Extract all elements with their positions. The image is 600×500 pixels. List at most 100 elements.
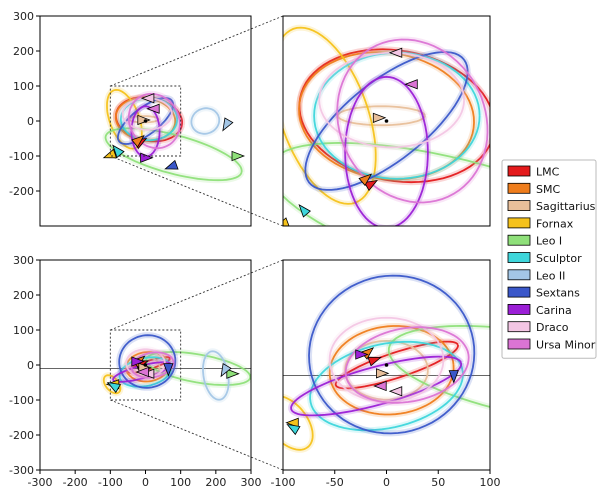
legend-swatch-smc (507, 182, 531, 194)
marker-leo-ii (222, 117, 234, 132)
y-tick-label: 0 (27, 359, 34, 372)
marker-leo-i (226, 368, 240, 379)
marker-leo-ii (220, 363, 232, 378)
zoom-box (109, 85, 182, 157)
y-tick-label: 200 (13, 289, 34, 302)
marker-sculptor (298, 204, 312, 218)
axes-frame (282, 15, 491, 227)
zoom-connectors (110, 15, 284, 471)
legend-swatch-fornax (507, 217, 531, 229)
legend-swatch-sagittarius (507, 200, 531, 212)
legend-swatch-draco (507, 321, 531, 333)
legend-swatch-ursa-minor (507, 338, 531, 350)
y-tick-label: 100 (13, 80, 34, 93)
orbit-draco (125, 348, 166, 379)
y-tick-label: -200 (9, 429, 34, 442)
panel-top-right (282, 15, 600, 227)
orbit-sextans (304, 51, 469, 191)
marker-sextans (163, 363, 174, 377)
marker-sculptor (286, 423, 301, 436)
orbit-sextans (308, 274, 476, 435)
legend-label-sculptor: Sculptor (536, 252, 582, 265)
marker-sextans (164, 159, 179, 170)
legend-label-ursa-minor: Ursa Minor (536, 339, 596, 352)
legend-swatch-leo-ii (507, 269, 531, 281)
panel-bottom-right: -100 -50 0 50 100 (271, 259, 501, 489)
center-dot (384, 363, 389, 367)
legend-swatch-sextans (507, 286, 531, 298)
orbit-leo-ii (202, 350, 230, 401)
panel-bottom-left: 300 200 100 0 -100 -200 -300-300 -200 -100 0 100 20… (9, 254, 261, 489)
y-tick-label: 100 (13, 324, 34, 337)
orbit-lmc (334, 340, 459, 390)
orbit-ursa-minor (336, 38, 489, 204)
x-tick-label: -300 (28, 476, 53, 489)
zoom-connector (110, 399, 284, 471)
marker-smc (131, 135, 145, 148)
plot-area-top-right (283, 24, 600, 226)
zoom-connector (110, 15, 284, 87)
x-tick-label: 200 (205, 476, 226, 489)
legend-label-smc: SMC (536, 183, 560, 196)
marker-smc (358, 173, 373, 187)
plot-area-bottom-right (283, 272, 490, 453)
marker-carina (140, 152, 154, 163)
zoom-connector (110, 155, 284, 227)
marker-fornax (283, 217, 290, 226)
x-tick-label: 0 (383, 476, 390, 489)
marker-sagittarius (137, 114, 151, 126)
orbit-leo-i (145, 351, 251, 386)
x-tick-label: -200 (63, 476, 88, 489)
legend-label-draco: Draco (536, 321, 569, 334)
legend-label-sextans: Sextans (536, 287, 580, 300)
marker-lmc (363, 179, 378, 192)
legend-label-lmc: LMC (536, 166, 560, 179)
y-tick-label: 300 (13, 254, 34, 267)
orbit-carina (344, 75, 429, 226)
legend-label-sagittarius: Sagittarius (536, 200, 596, 213)
y-tick-label: -200 (9, 185, 34, 198)
orbit-ursa-minor (130, 351, 175, 379)
center-dot (143, 363, 148, 367)
marker-sextans (448, 370, 459, 384)
orbit-draco (121, 97, 173, 131)
x-tick-label: -100 (271, 476, 296, 489)
marker-carina (131, 356, 145, 367)
y-tick-label: -100 (9, 150, 34, 163)
orbit-sculptor (313, 51, 481, 180)
orbit-sculptor (309, 340, 464, 432)
marker-sagittarius (372, 112, 387, 123)
panel-top-left: 300 200 100 0 -100 -200 (9, 10, 252, 227)
orbit-ursa-minor (344, 326, 470, 404)
marker-ursa-minor (373, 380, 387, 392)
center-dot (143, 119, 148, 123)
marker-carina (355, 349, 369, 360)
legend-label-leo-i: Leo I (536, 235, 562, 248)
plot-area-bottom-left (40, 332, 251, 403)
y-tick-label: 0 (27, 115, 34, 128)
marker-sculptor (106, 381, 122, 394)
legend-swatch-leo-i (507, 234, 531, 246)
orbit-fornax (102, 374, 122, 395)
legend-label-fornax: Fornax (536, 217, 574, 230)
marker-draco (388, 47, 403, 58)
orbit-leo-i (104, 127, 243, 182)
marker-sculptor (112, 144, 125, 159)
y-tick-label: 200 (13, 45, 34, 58)
legend-label-carina: Carina (536, 304, 572, 317)
y-tick-label: 300 (13, 10, 34, 23)
zoom-box (109, 329, 182, 401)
orbit-band-leo-ii (522, 83, 600, 160)
x-tick-label: 0 (142, 476, 149, 489)
zoom-connector (110, 259, 284, 331)
plot-area-top-left (102, 86, 246, 184)
legend-swatch-lmc (507, 165, 531, 177)
orbit-sextans (118, 334, 177, 389)
orbit-draco (328, 316, 445, 403)
legend-swatch-carina (507, 303, 531, 315)
orbit-carina (290, 355, 463, 417)
orbit-leo-ii (522, 83, 600, 160)
orbit-draco (318, 51, 465, 149)
orbit-sculptor (118, 356, 173, 388)
